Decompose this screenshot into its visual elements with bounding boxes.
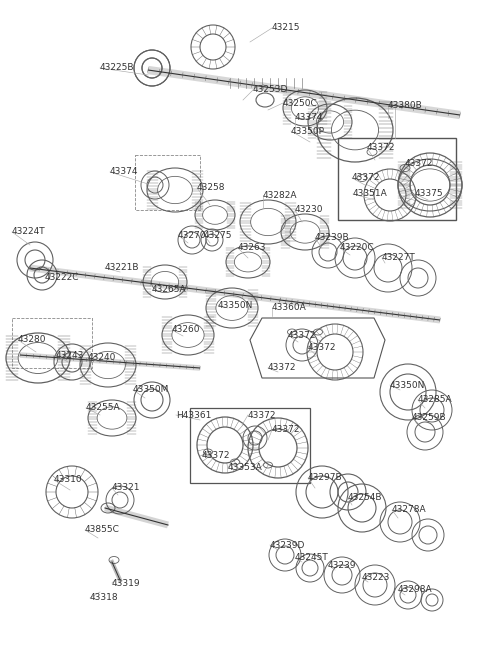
Text: 43245T: 43245T <box>295 553 329 563</box>
Text: 43260: 43260 <box>172 326 201 334</box>
Text: 43374: 43374 <box>295 113 324 122</box>
Text: 43310: 43310 <box>54 476 83 484</box>
Text: 43270: 43270 <box>178 230 206 240</box>
Text: 43255A: 43255A <box>86 403 120 413</box>
Text: 43230: 43230 <box>295 205 324 215</box>
Text: 43224T: 43224T <box>12 228 46 236</box>
Text: 43282A: 43282A <box>263 191 298 199</box>
Text: 43239: 43239 <box>328 561 357 570</box>
Text: 43350M: 43350M <box>133 386 169 395</box>
Text: 43220C: 43220C <box>340 243 374 253</box>
Text: 43318: 43318 <box>90 594 119 603</box>
Text: 43259B: 43259B <box>412 413 446 422</box>
Text: 43239D: 43239D <box>270 540 305 549</box>
Text: 43372: 43372 <box>367 143 396 153</box>
Text: 43350P: 43350P <box>291 126 325 136</box>
Bar <box>338 138 456 220</box>
Text: 43353A: 43353A <box>228 463 263 472</box>
Text: 43380B: 43380B <box>388 101 423 109</box>
Text: 43280: 43280 <box>18 336 47 345</box>
Text: 43243: 43243 <box>56 351 84 359</box>
Text: 43855C: 43855C <box>85 526 120 534</box>
Text: 43372: 43372 <box>202 451 230 459</box>
Text: H43361: H43361 <box>176 411 211 420</box>
Text: 43372: 43372 <box>272 426 300 434</box>
Text: 43285A: 43285A <box>418 395 453 405</box>
Text: 43258: 43258 <box>197 184 226 193</box>
Text: 43222C: 43222C <box>45 274 80 282</box>
Bar <box>12 318 92 368</box>
Text: 43223: 43223 <box>362 574 390 582</box>
Text: 43240: 43240 <box>88 353 116 363</box>
Text: 43278A: 43278A <box>392 505 427 515</box>
Text: 43215: 43215 <box>272 24 300 32</box>
Bar <box>190 408 310 483</box>
Text: 43275: 43275 <box>204 230 232 240</box>
Text: 43253D: 43253D <box>253 86 288 95</box>
Text: 43227T: 43227T <box>382 253 416 263</box>
Text: 43297B: 43297B <box>308 474 343 482</box>
Text: 43372: 43372 <box>268 363 297 372</box>
Text: 43375: 43375 <box>415 190 444 199</box>
Text: 43239B: 43239B <box>315 234 349 243</box>
Text: 43221B: 43221B <box>105 263 140 272</box>
Text: 43225B: 43225B <box>100 64 134 72</box>
Text: 43374: 43374 <box>110 168 139 176</box>
Text: 43265A: 43265A <box>152 286 187 295</box>
Text: 43250C: 43250C <box>283 99 318 107</box>
Text: 43372: 43372 <box>248 411 276 420</box>
Text: 43372: 43372 <box>405 159 433 168</box>
Text: 43372: 43372 <box>288 330 316 340</box>
Text: 43350N: 43350N <box>218 301 253 309</box>
Text: 43372: 43372 <box>352 174 381 182</box>
Bar <box>135 155 200 210</box>
Text: 43350N: 43350N <box>390 380 425 390</box>
Text: 43319: 43319 <box>112 578 141 588</box>
Text: 43254B: 43254B <box>348 494 383 503</box>
Text: 43298A: 43298A <box>398 586 432 594</box>
Text: 43372: 43372 <box>308 343 336 353</box>
Text: 43263: 43263 <box>238 243 266 253</box>
Text: 43321: 43321 <box>112 484 141 492</box>
Text: 43360A: 43360A <box>272 303 307 313</box>
Text: 43351A: 43351A <box>353 190 388 199</box>
